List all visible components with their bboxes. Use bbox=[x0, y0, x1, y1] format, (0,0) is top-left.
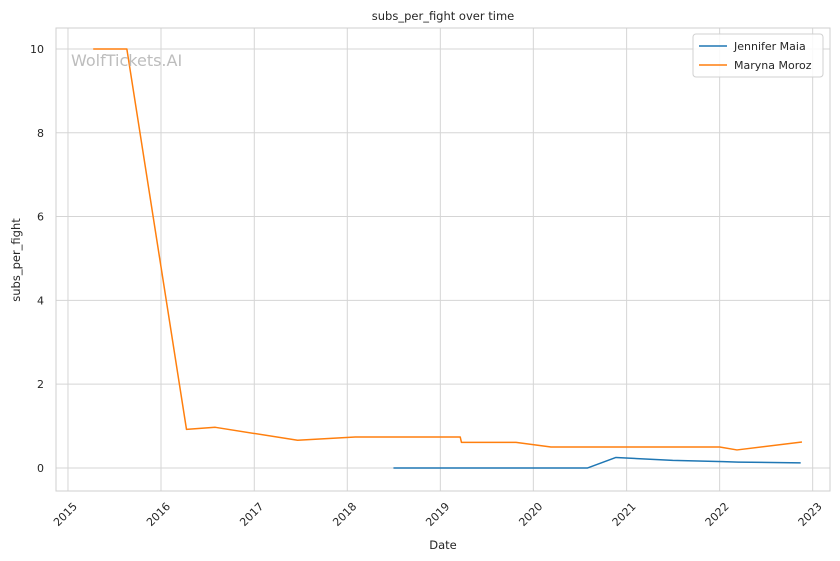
watermark: WolfTickets.AI bbox=[71, 51, 182, 70]
series-lines bbox=[93, 48, 803, 469]
legend-label-maryna-moroz: Maryna Moroz bbox=[734, 59, 812, 72]
chart-title: subs_per_fight over time bbox=[372, 9, 514, 23]
y-tick-label: 6 bbox=[37, 211, 44, 224]
legend-box bbox=[692, 33, 824, 78]
series-line-jennifer-maia bbox=[393, 456, 801, 469]
y-tick-label: 10 bbox=[30, 43, 44, 56]
plot-frame bbox=[55, 27, 831, 492]
legend-label-jennifer-maia: Jennifer Maia bbox=[733, 40, 806, 53]
y-tick-label: 8 bbox=[37, 127, 44, 140]
series-line-maryna-moroz bbox=[93, 48, 803, 451]
x-axis-label: Date bbox=[429, 538, 457, 552]
y-tick-label: 0 bbox=[37, 462, 44, 475]
legend: Jennifer Maia Maryna Moroz bbox=[692, 33, 824, 78]
grid bbox=[56, 28, 830, 491]
y-axis-label: subs_per_fight bbox=[9, 218, 23, 302]
y-tick-label: 2 bbox=[37, 378, 44, 391]
y-tick-label: 4 bbox=[37, 294, 44, 307]
